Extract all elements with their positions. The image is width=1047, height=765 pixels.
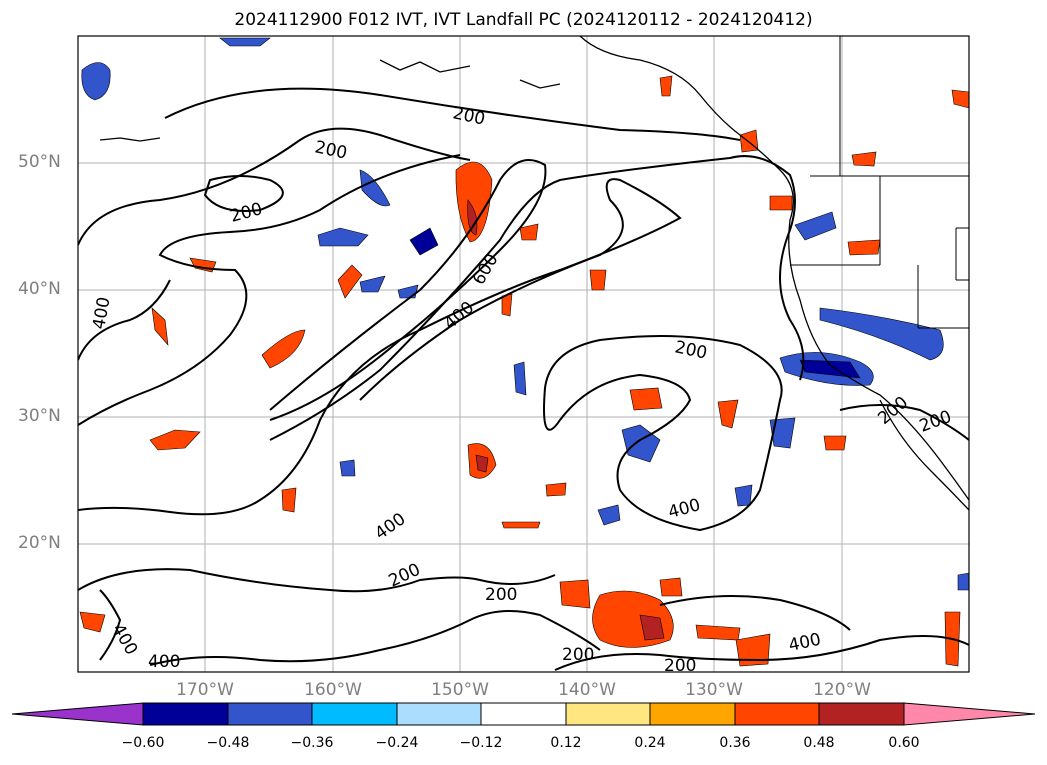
- contour-label: 400: [371, 509, 409, 544]
- blue-patch: [794, 211, 837, 241]
- blue-patch: [359, 275, 386, 293]
- colorbar-over-triangle: [903, 702, 1036, 726]
- map-frame: [77, 35, 970, 673]
- coastline: [99, 36, 969, 511]
- colorbar-segment: [565, 702, 651, 726]
- blue-patch: [409, 227, 439, 256]
- contour-label: 200: [673, 337, 709, 363]
- red-patch: [592, 590, 674, 648]
- colorbar: [11, 702, 1036, 726]
- contour-label: 200: [485, 585, 517, 605]
- red-patch: [769, 195, 793, 211]
- ivt-contours: [78, 87, 969, 671]
- red-patch: [589, 269, 607, 291]
- colorbar-tick-label: −0.36: [290, 735, 334, 751]
- lat-label-30n: 30°N: [18, 406, 61, 426]
- contour-label: 200: [664, 656, 696, 676]
- red-patch: [639, 614, 665, 641]
- contour-label: 200: [562, 645, 594, 665]
- red-patch: [337, 264, 363, 299]
- graticule: [78, 36, 969, 672]
- contour-label: 400: [89, 295, 114, 330]
- lon-label-170w: 170°W: [176, 680, 234, 700]
- lat-label-50n: 50°N: [18, 152, 61, 172]
- blue-patch: [621, 424, 661, 463]
- red-patch: [455, 161, 493, 243]
- red-patch: [151, 307, 169, 346]
- red-patch: [501, 521, 541, 529]
- blue-patch: [397, 284, 419, 299]
- red-patch: [951, 89, 969, 109]
- red-patch: [739, 129, 759, 153]
- ivt-pc-fills: [79, 37, 969, 667]
- red-patch: [695, 624, 741, 641]
- colorbar-segment: [142, 702, 229, 726]
- political-borders: [790, 36, 969, 329]
- red-patch: [475, 454, 489, 473]
- lon-label-140w: 140°W: [558, 680, 616, 700]
- colorbar-segment: [649, 702, 736, 726]
- red-patch: [735, 633, 771, 667]
- blue-patch: [513, 361, 527, 396]
- lat-label-20n: 20°N: [18, 533, 61, 553]
- blue-patch: [219, 37, 271, 47]
- colorbar-tick-label: 0.48: [803, 735, 835, 751]
- blue-patch: [359, 169, 391, 207]
- contour-label: 400: [787, 630, 823, 656]
- red-patch: [847, 239, 881, 256]
- contour-label: 200: [451, 103, 487, 129]
- colorbar-tick-label: −0.48: [206, 735, 250, 751]
- contour-label: 200: [228, 199, 265, 227]
- red-patch: [851, 151, 877, 167]
- colorbar-tick-label: 0.12: [550, 735, 582, 751]
- blue-patch: [339, 459, 356, 477]
- colorbar-segment: [818, 702, 905, 726]
- lon-label-130w: 130°W: [685, 680, 743, 700]
- colorbar-segment: [480, 702, 567, 726]
- lon-label-150w: 150°W: [431, 680, 489, 700]
- red-patch: [281, 487, 297, 513]
- colorbar-segment: [311, 702, 398, 726]
- contour-label: 200: [313, 137, 349, 163]
- colorbar-tick-label: 0.24: [634, 735, 666, 751]
- colorbar-segment: [227, 702, 313, 726]
- contour-label: 200: [874, 393, 912, 429]
- contour-label: 400: [148, 652, 180, 672]
- contour-label: 600: [469, 250, 503, 288]
- red-patch: [545, 482, 567, 497]
- lat-label-40n: 40°N: [18, 279, 61, 299]
- red-patch: [659, 577, 683, 597]
- lon-label-160w: 160°W: [304, 680, 362, 700]
- colorbar-segment: [734, 702, 820, 726]
- red-patch: [717, 399, 739, 429]
- red-patch: [149, 429, 201, 451]
- blue-patch: [734, 484, 753, 507]
- red-patch: [659, 75, 673, 97]
- red-patch: [629, 387, 663, 411]
- colorbar-tick-label: −0.60: [121, 735, 165, 751]
- colorbar-tick-label: 0.36: [719, 735, 751, 751]
- red-patch: [79, 611, 106, 633]
- lon-label-120w: 120°W: [813, 680, 871, 700]
- colorbar-tick-label: −0.12: [459, 735, 503, 751]
- colorbar-tick-label: 0.60: [888, 735, 920, 751]
- colorbar-segment: [396, 702, 482, 726]
- map-title: 2024112900 F012 IVT, IVT Landfall PC (20…: [234, 10, 813, 30]
- contour-label: 200: [386, 560, 424, 592]
- blue-patch: [317, 227, 369, 247]
- colorbar-under-triangle: [11, 702, 144, 726]
- contour-label: 400: [666, 495, 703, 523]
- red-patch: [823, 435, 847, 451]
- blue-patch: [819, 307, 944, 361]
- red-patch: [467, 199, 478, 236]
- red-patch: [261, 329, 306, 369]
- blue-patch: [597, 504, 621, 526]
- red-patch: [559, 579, 591, 609]
- blue-patch: [957, 572, 969, 591]
- colorbar-tick-label: −0.24: [375, 735, 419, 751]
- red-patch: [519, 223, 539, 241]
- blue-patch: [81, 62, 111, 101]
